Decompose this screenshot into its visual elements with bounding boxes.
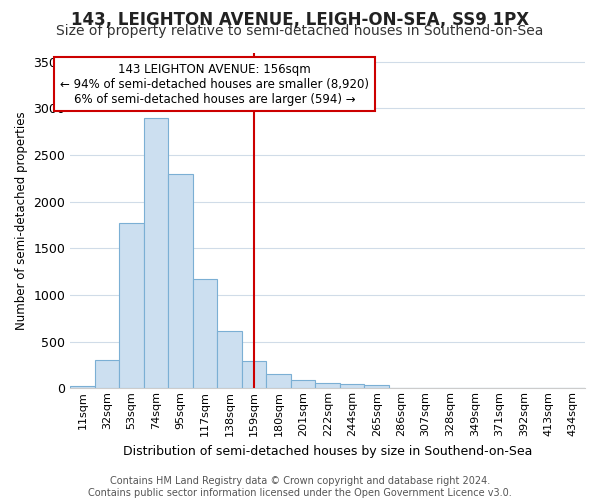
X-axis label: Distribution of semi-detached houses by size in Southend-on-Sea: Distribution of semi-detached houses by …	[123, 444, 532, 458]
Bar	[266, 374, 291, 388]
Bar	[242, 361, 266, 388]
Bar	[217, 332, 242, 388]
Bar	[291, 380, 316, 388]
Bar	[169, 174, 193, 388]
Text: Contains HM Land Registry data © Crown copyright and database right 2024.
Contai: Contains HM Land Registry data © Crown c…	[88, 476, 512, 498]
Text: Size of property relative to semi-detached houses in Southend-on-Sea: Size of property relative to semi-detach…	[56, 24, 544, 38]
Text: 143, LEIGHTON AVENUE, LEIGH-ON-SEA, SS9 1PX: 143, LEIGHTON AVENUE, LEIGH-ON-SEA, SS9 …	[71, 11, 529, 29]
Bar	[316, 382, 340, 388]
Bar	[340, 384, 364, 388]
Bar	[144, 118, 169, 388]
Bar	[119, 222, 144, 388]
Bar	[70, 386, 95, 388]
Text: 143 LEIGHTON AVENUE: 156sqm
← 94% of semi-detached houses are smaller (8,920)
6%: 143 LEIGHTON AVENUE: 156sqm ← 94% of sem…	[60, 62, 369, 106]
Y-axis label: Number of semi-detached properties: Number of semi-detached properties	[15, 111, 28, 330]
Bar	[193, 278, 217, 388]
Bar	[364, 386, 389, 388]
Bar	[95, 360, 119, 388]
